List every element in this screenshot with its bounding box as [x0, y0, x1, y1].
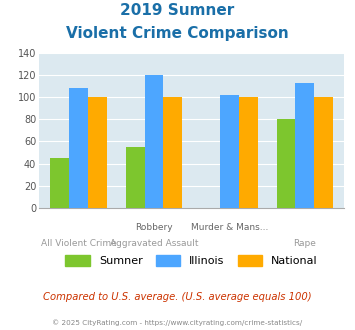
Bar: [295, 83, 314, 208]
Text: Aggravated Assault: Aggravated Assault: [110, 239, 198, 248]
Bar: [163, 97, 182, 208]
Bar: [144, 75, 163, 208]
Text: Compared to U.S. average. (U.S. average equals 100): Compared to U.S. average. (U.S. average …: [43, 292, 312, 302]
Text: All Violent Crime: All Violent Crime: [41, 239, 116, 248]
Legend: Sumner, Illinois, National: Sumner, Illinois, National: [61, 250, 322, 271]
Bar: [314, 97, 333, 208]
Text: Robbery: Robbery: [135, 223, 173, 232]
Text: Violent Crime Comparison: Violent Crime Comparison: [66, 26, 289, 41]
Text: Rape: Rape: [293, 239, 316, 248]
Bar: [239, 97, 258, 208]
Bar: [69, 88, 88, 208]
Text: Murder & Mans...: Murder & Mans...: [191, 223, 268, 232]
Bar: [220, 95, 239, 208]
Bar: [277, 119, 295, 208]
Bar: [126, 147, 144, 208]
Bar: [50, 158, 69, 208]
Text: 2019 Sumner: 2019 Sumner: [120, 3, 235, 18]
Text: © 2025 CityRating.com - https://www.cityrating.com/crime-statistics/: © 2025 CityRating.com - https://www.city…: [53, 319, 302, 326]
Bar: [88, 97, 107, 208]
